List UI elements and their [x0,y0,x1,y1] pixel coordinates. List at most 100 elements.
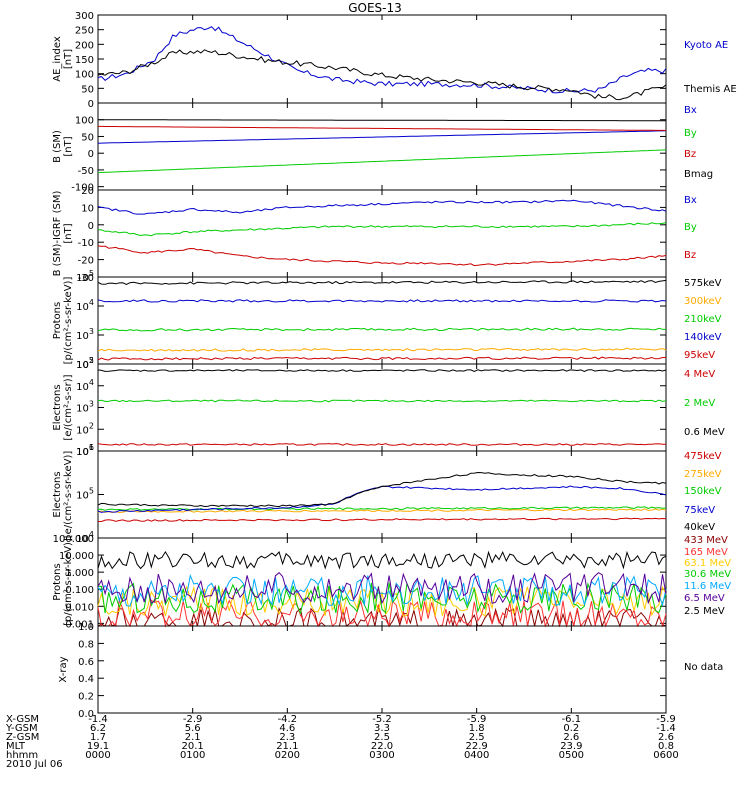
y-axis-label: Electrons [52,471,63,517]
y-tick-label: 103 [76,327,94,342]
y-tick-label: 103 [76,400,94,415]
series-line [98,119,666,122]
panel-frame [97,625,667,714]
legend-label: Bz [684,149,696,160]
y-tick-label: 50 [81,84,94,95]
series-line [97,369,667,372]
series-line [97,347,667,352]
legend-label: Bx [684,105,697,116]
y-axis-label: [nT] [63,136,74,156]
legend-label: 4 MeV [684,369,715,380]
series-line [97,508,667,514]
y-tick-label: 105 [76,487,94,502]
footer-value: 2.3 [279,732,295,743]
legend-label: Bmag [684,169,713,180]
y-tick-label: 150 [75,55,94,66]
y-tick-label: 100 [75,70,94,81]
footer-value: 6.2 [90,723,106,734]
legend-label: 475keV [684,451,722,462]
legend-label: 0.6 MeV [684,427,725,438]
footer-row-label: Z-GSM [6,732,39,743]
y-tick-label: 0.100 [65,585,94,596]
y-tick-label: 100 [75,116,94,127]
footer-value: 19.1 [87,741,109,752]
y-tick-label: 106 [76,443,94,458]
y-axis-label: Electrons [52,384,63,430]
footer-value: -4.2 [278,714,298,725]
legend-label: Themis AE [683,84,737,95]
y-tick-label: 100.000 [53,534,94,545]
series-line [97,26,667,94]
y-tick-label: 104 [76,378,94,393]
footer-value: 2.5 [374,732,390,743]
footer-row-label: hhmm [6,750,38,761]
series-line [97,581,667,615]
footer-value: 2.6 [563,732,579,743]
footer-row-label: X-GSM [6,714,39,725]
y-axis-label: B (SM) [52,130,63,163]
y-tick-label: 0.001 [65,619,94,630]
y-axis-label: Protons [52,302,63,339]
series-line [97,199,667,215]
series-line [97,130,667,144]
legend-label: 2.5 MeV [684,606,725,617]
footer-value: 2.1 [185,732,201,743]
panel-frame [97,189,667,278]
y-axis-label: [p/(cm²-s-sr-keV)] [63,538,74,626]
y-tick-label: 105 [76,356,94,371]
y-tick-label: 200 [75,40,94,51]
series-line [97,573,667,608]
y-tick-label: 102 [76,421,94,436]
y-tick-label: 1.0 [78,622,94,633]
no-data-note: No data [684,662,723,673]
footer-value: 1.8 [469,723,485,734]
legend-label: 575keV [684,278,722,289]
y-tick-label: 0 [88,99,94,110]
legend-label: 300keV [684,296,722,307]
footer-value: 0600 [653,750,678,761]
y-tick-label: -100 [71,183,94,194]
chart-title: GOES-13 [348,1,402,15]
y-tick-label: 0.010 [65,602,94,613]
panel-frame [97,450,667,539]
y-axis-label: [nT] [63,223,74,243]
y-axis-label: [p/(cm²-s-sr-keV)] [63,277,74,365]
series-line [97,245,667,267]
y-axis-label: B (SM)-IGRF (SM) [52,191,63,277]
series-line [97,279,667,286]
series-line [97,443,666,446]
legend-label: Kyoto AE [684,40,728,51]
footer-value: -1.4 [88,714,108,725]
y-tick-label: -10 [78,238,94,249]
footer-row-label: MLT [6,741,26,752]
y-tick-label: 10.000 [59,551,94,562]
series-line [97,471,667,508]
legend-label: 6.5 MeV [684,593,725,604]
footer-value: 0500 [559,750,584,761]
footer-date: 2010 Jul 06 [6,759,63,770]
footer-value: 0000 [85,750,110,761]
legend-label: 150keV [684,486,722,497]
legend-label: 40keV [684,522,715,533]
y-axis-label: Protons [52,563,63,600]
footer-row-label: Y-GSM [5,723,38,734]
series-line [97,327,667,332]
legend-label: Bx [684,195,697,206]
series-line [97,149,667,174]
panel-frame [97,102,667,191]
y-tick-label: 1.000 [65,568,94,579]
legend-label: 75keV [684,505,715,516]
legend-label: 210keV [684,314,722,325]
footer-value: 5.6 [185,723,201,734]
footer-value: 22.0 [371,741,393,752]
legend-label: 275keV [684,469,722,480]
series-line [98,517,667,522]
footer-value: 4.6 [279,723,295,734]
footer-value: 0400 [464,750,489,761]
y-tick-label: 0.8 [78,639,94,650]
footer-value: 0300 [369,750,394,761]
legend-label: By [684,128,697,139]
y-tick-label: 0 [88,149,94,160]
panel-frame [97,363,667,452]
y-axis-label: AE_index [52,36,63,82]
